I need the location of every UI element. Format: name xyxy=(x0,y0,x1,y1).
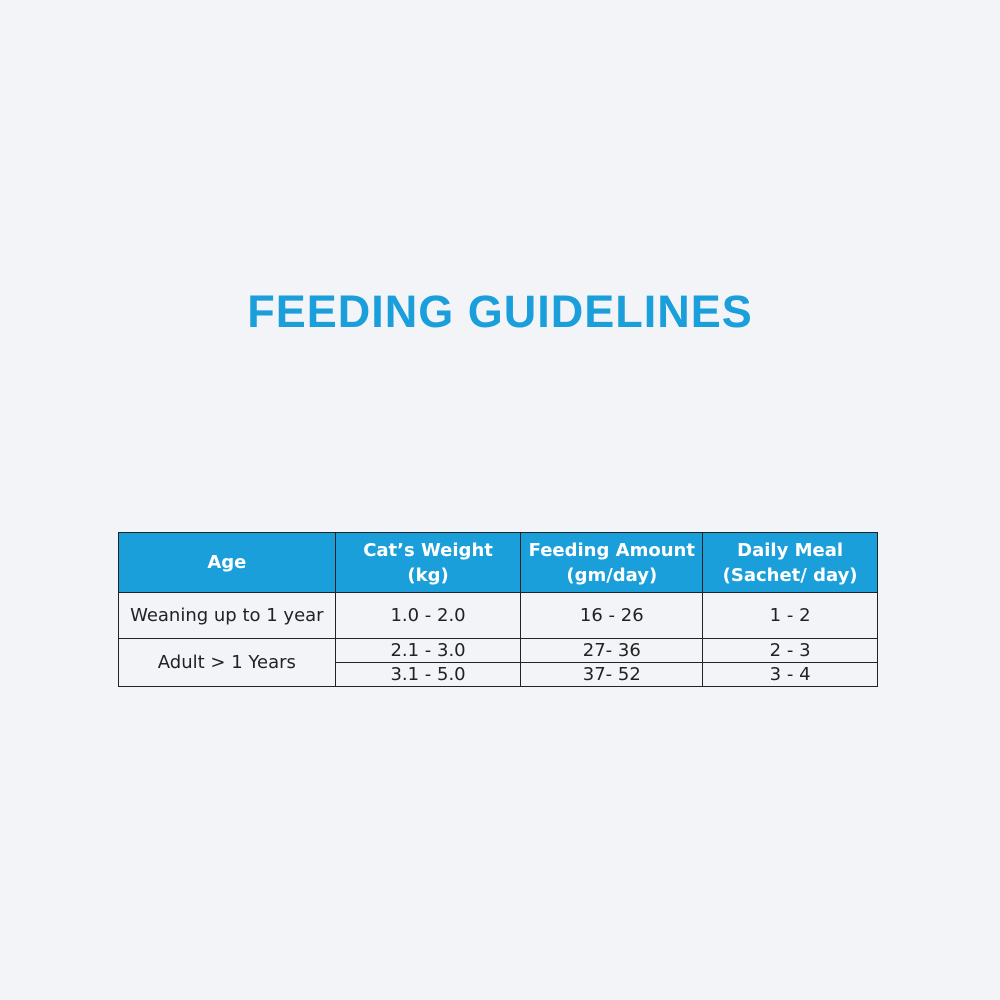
column-header: Cat’s Weight (kg) xyxy=(334,532,522,593)
header-row: Age Cat’s Weight (kg) Feeding Amount (gm/d… xyxy=(118,532,878,593)
value-cell: 2.1 - 3.0 xyxy=(334,638,522,663)
value-cell: 37- 52 xyxy=(520,662,704,687)
table-body: Weaning up to 1 year 1.0 - 2.0 16 - 26 1 - … xyxy=(118,592,878,687)
column-header: Feeding Amount (gm/day) xyxy=(520,532,704,593)
value-cell: 1.0 - 2.0 xyxy=(334,592,522,639)
age-cell: Weaning up to 1 year xyxy=(118,592,336,639)
value-cell: 27- 36 xyxy=(520,638,704,663)
value-cell: 3 - 4 xyxy=(702,662,878,687)
value-cell: 1 - 2 xyxy=(702,592,878,639)
table-head: Age Cat’s Weight (kg) Feeding Amount (gm/d… xyxy=(118,532,878,593)
value-cell: 16 - 26 xyxy=(520,592,704,639)
column-header: Age xyxy=(118,532,336,593)
value-cell: 3.1 - 5.0 xyxy=(334,662,522,687)
table-row: Adult > 1 Years 2.1 - 3.0 27- 36 2 - 3 xyxy=(118,638,878,687)
table-row: 3.1 - 5.0 37- 52 3 - 4 xyxy=(119,662,878,687)
feeding-table: Age Cat’s Weight (kg) Feeding Amount (gm/d… xyxy=(118,532,878,687)
column-header: Daily Meal (Sachet/ day) xyxy=(702,532,878,593)
title: FEEDING GUIDELINES xyxy=(247,286,753,337)
age-cell: Adult > 1 Years xyxy=(118,638,336,687)
table-row: Weaning up to 1 year 1.0 - 2.0 16 - 26 1 - … xyxy=(118,592,878,639)
value-cell: 2 - 3 xyxy=(702,638,878,663)
